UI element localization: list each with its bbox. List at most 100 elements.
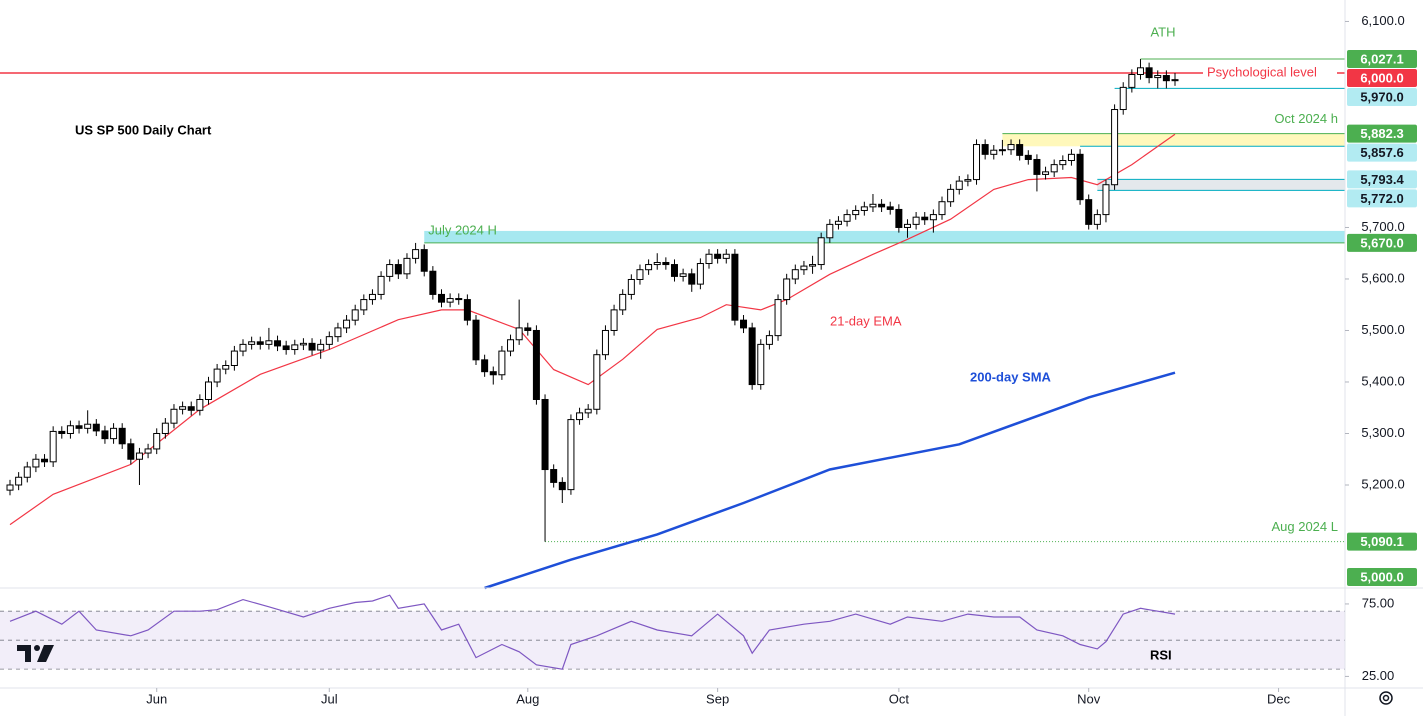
price-label: 5,000.0 [1360, 569, 1403, 584]
candle-body [679, 273, 687, 277]
candle-body [869, 203, 877, 208]
candle-body [800, 265, 808, 271]
candle-body [1076, 153, 1084, 201]
candle-body [826, 223, 834, 239]
candle-body [532, 329, 540, 400]
candle-body [127, 443, 135, 460]
candle-body [1145, 67, 1153, 79]
price-label: 5,772.0 [1360, 191, 1403, 206]
candle-body [757, 343, 765, 386]
sma-line [484, 371, 1176, 590]
candle-body [1033, 158, 1041, 175]
candle-body [895, 208, 903, 228]
candle-body [498, 350, 506, 376]
y-tick-label: 6,100.0 [1361, 13, 1404, 28]
candle-body [153, 432, 161, 450]
candle-body [722, 253, 730, 259]
price-label-box [1347, 124, 1417, 143]
price-label-box [1347, 233, 1417, 252]
indicators [0, 133, 1345, 670]
rsi-line [9, 594, 1176, 670]
candle-body [653, 261, 661, 266]
candle-body [403, 257, 411, 275]
candle-body [938, 201, 946, 216]
candle-body [481, 359, 489, 373]
candle-body [576, 412, 584, 421]
candle-body [204, 381, 212, 400]
candle-body [489, 371, 497, 376]
candle-body [774, 299, 782, 337]
candle-body [23, 466, 31, 478]
level-text: Oct 2024 h [1274, 111, 1338, 126]
candle-body [688, 273, 696, 285]
candle-body [619, 293, 627, 311]
ema-line [9, 133, 1176, 526]
candle-body [1128, 74, 1136, 88]
candle-body [84, 423, 92, 429]
price-label-box [1347, 189, 1417, 208]
x-tick-label: Oct [889, 691, 910, 706]
candle-body [1111, 109, 1119, 186]
candle-body [325, 336, 333, 345]
price-label: 6,027.1 [1360, 51, 1403, 66]
y-tick-label: 5,500.0 [1361, 322, 1404, 337]
candle-body [860, 206, 868, 211]
x-tick-label: Nov [1077, 691, 1101, 706]
candle-body [308, 342, 316, 351]
candle-body [248, 341, 256, 345]
candle-body [343, 319, 351, 329]
candle-body [265, 340, 273, 345]
candle-body [817, 237, 825, 266]
price-label: 5,882.3 [1360, 126, 1403, 141]
candle-body [41, 458, 49, 463]
x-tick-label: Aug [516, 691, 539, 706]
price-label-box [1347, 568, 1417, 586]
candle-body [878, 203, 886, 208]
candle-body [6, 484, 14, 491]
annotations: ATH Psychological level Oct 2024 h July 202… [428, 24, 1338, 662]
candle-body [15, 476, 23, 486]
price-label: 5,090.1 [1360, 534, 1403, 549]
candle-body [463, 299, 471, 321]
candle-body [929, 214, 937, 221]
candle-body [135, 452, 143, 460]
candle-body [101, 430, 109, 440]
candle-body [213, 368, 221, 383]
rsi-tick-label: 25.00 [1362, 668, 1395, 683]
candle-body [1093, 214, 1101, 225]
level-text: ATH [1150, 24, 1175, 39]
y-tick-label: 5,400.0 [1361, 373, 1404, 388]
candle-body [334, 327, 342, 338]
candle-body [981, 144, 989, 155]
candle-body [748, 327, 756, 386]
candle-body [291, 344, 299, 351]
candle-body [627, 278, 635, 295]
candle-body [705, 253, 713, 265]
tradingview-logo [17, 645, 54, 662]
candles [6, 59, 1179, 542]
candle-body [515, 327, 523, 341]
price-label: 6,000.0 [1360, 70, 1403, 85]
candle-body [144, 448, 152, 454]
candle-body [161, 422, 169, 434]
candle-body [765, 335, 773, 345]
candle-body [584, 408, 592, 414]
price-label: 5,857.6 [1360, 145, 1403, 160]
candle-body [973, 144, 981, 181]
candle-body [1050, 164, 1058, 173]
candle-body [368, 293, 376, 301]
candle-body [731, 253, 739, 321]
candle-body [809, 264, 817, 267]
candle-body [1007, 144, 1015, 151]
candle-body [351, 309, 359, 321]
sma-label: 200-day SMA [970, 369, 1052, 384]
candle-body [1042, 171, 1050, 175]
candle-body [75, 425, 83, 429]
candle-body [299, 342, 307, 346]
candle-body [507, 339, 515, 352]
x-tick-label: Sep [706, 691, 729, 706]
candle-body [472, 319, 480, 361]
settings-icon[interactable] [1379, 691, 1393, 705]
